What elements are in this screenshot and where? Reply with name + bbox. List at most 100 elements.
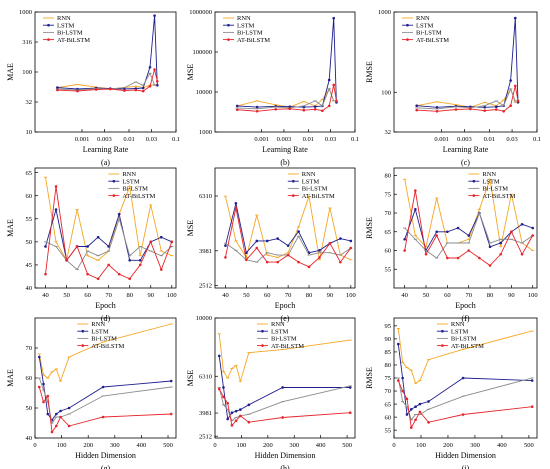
legend-marker: [441, 329, 444, 333]
x-tick-label: 50: [63, 292, 70, 299]
legend-label: LSTM: [416, 22, 434, 29]
legend-label: LSTM: [57, 22, 75, 29]
panel-caption: (e): [281, 314, 290, 323]
data-point: [414, 189, 417, 192]
data-point: [94, 88, 98, 91]
y-tick-label: 2512: [199, 283, 212, 290]
y-tick-label: 6310: [199, 373, 212, 380]
x-tick-label: 0: [392, 442, 395, 449]
data-point: [494, 105, 498, 109]
legend-label: RNN: [57, 15, 71, 22]
data-point: [401, 389, 404, 393]
x-tick-label: 100: [167, 292, 177, 299]
x-tick-label: 0.03: [506, 136, 517, 143]
panel-a: 0.001 0.003 0.01 0.03 0.1 10 32 100 316 1000 Learn…: [6, 9, 180, 167]
data-point: [403, 237, 406, 241]
legend-label: LSTM: [91, 328, 109, 335]
data-point: [234, 206, 238, 210]
y-axis-label: MAE: [6, 63, 15, 81]
data-point: [65, 259, 68, 262]
legend-label: Bi-LSTM: [302, 186, 328, 193]
data-point: [42, 400, 45, 404]
data-point: [217, 354, 221, 358]
data-point: [155, 79, 159, 83]
legend-label: Bi-LSTM: [237, 30, 263, 37]
data-point: [67, 406, 71, 410]
data-point: [435, 230, 438, 234]
x-tick-label: 70: [465, 292, 472, 299]
legend-marker: [81, 344, 85, 347]
y-tick-label: 1000: [378, 9, 391, 16]
data-point: [234, 201, 238, 205]
y-axis-label: RMSE: [365, 367, 374, 389]
panel-caption: (g): [101, 464, 111, 469]
legend-label: AT-BiLSTM: [482, 193, 515, 200]
data-point: [117, 272, 121, 276]
data-point: [108, 87, 112, 91]
legend-label: AT-BiLSTM: [91, 343, 124, 350]
legend-label: RNN: [482, 171, 496, 178]
x-tick-label: 100: [346, 292, 356, 299]
data-point: [454, 108, 458, 111]
legend-label: RNN: [91, 321, 105, 328]
series-line-at-bilstm: [404, 190, 534, 267]
data-point: [513, 16, 517, 20]
data-point: [531, 226, 535, 230]
data-point: [226, 417, 229, 421]
data-point: [75, 245, 79, 248]
x-tick-label: 0: [213, 442, 216, 449]
data-point: [415, 104, 419, 108]
data-point: [288, 105, 292, 108]
x-tick-label: 200: [83, 442, 93, 449]
x-tick-label: 300: [289, 442, 299, 449]
data-point: [414, 405, 417, 408]
data-point: [149, 240, 153, 244]
data-point: [418, 410, 422, 414]
data-point: [502, 109, 505, 113]
y-tick-label: 70: [26, 345, 33, 352]
data-point: [222, 386, 225, 389]
data-point: [516, 99, 520, 103]
y-tick-label: 75: [385, 191, 392, 198]
x-tick-label: 90: [327, 292, 334, 299]
x-axis-label: Learning Rate: [83, 145, 129, 154]
data-point: [169, 412, 173, 416]
legend-marker: [227, 23, 230, 27]
legend-marker: [261, 329, 264, 333]
legend-marker: [227, 38, 230, 41]
y-tick-label: 1000: [199, 129, 212, 136]
plot-frame: [214, 11, 356, 133]
x-tick-label: 0.01: [123, 136, 134, 143]
legend-marker: [441, 344, 444, 347]
series-line-at-bilstm: [416, 85, 519, 112]
y-tick-label: 1000: [19, 9, 32, 16]
panel-h: 0 100 200 300 400 500 2512 3981 6310 10000 Hidden …: [186, 315, 356, 469]
data-point: [401, 376, 404, 380]
x-tick-label: 0.1: [533, 136, 541, 143]
x-tick-label: 0.1: [172, 136, 180, 143]
legend-label: AT-BiLSTM: [122, 193, 155, 200]
y-axis-label: MSE: [186, 64, 195, 81]
y-tick-label: 100: [22, 69, 32, 76]
legend-marker: [406, 23, 409, 27]
x-axis-label: Hidden Dimension: [255, 451, 316, 460]
panel-e: 40 50 60 70 80 90 100 2512 3981 6310 Epoch MSE (e) RN…: [186, 167, 356, 323]
data-point: [255, 239, 259, 243]
plot-frame: [214, 317, 356, 439]
x-tick-label: 300: [470, 442, 480, 449]
y-tick-label: 10000: [196, 315, 212, 322]
series-line-rnn: [416, 87, 516, 108]
data-point: [86, 245, 89, 248]
data-point: [456, 226, 460, 230]
y-axis-label: MSE: [186, 220, 195, 237]
data-point: [247, 403, 251, 407]
data-point: [230, 411, 234, 415]
data-point: [520, 222, 524, 226]
panel-caption: (a): [101, 158, 110, 167]
legend-label: AT-BiLSTM: [271, 343, 304, 350]
data-point: [313, 105, 317, 108]
series-line-at-bilstm: [237, 84, 337, 112]
data-point: [54, 412, 58, 416]
